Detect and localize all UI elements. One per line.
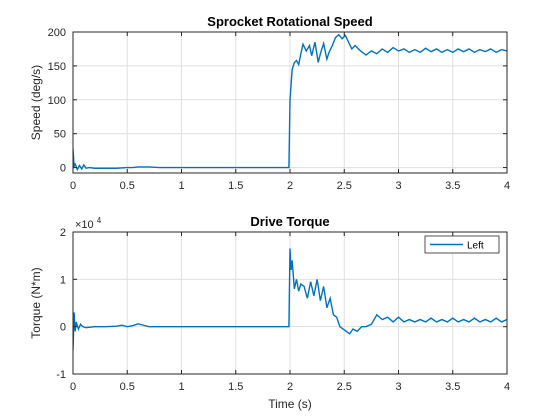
speed-ticks: 0 0.5 1 1.5 2 2.5 3 3.5 4 0 50 100 150 200 — [48, 27, 510, 192]
torque-legend: Left — [424, 235, 500, 254]
speed-x-tick-label: 0.5 — [120, 180, 135, 192]
torque-ticks: 0 0.5 1 1.5 2 2.5 3 3.5 4 -1 0 1 2 — [56, 227, 510, 393]
speed-x-tick-label: 2 — [287, 180, 293, 192]
speed-y-axis-label: Speed (deg/s) — [29, 65, 43, 140]
speed-y-tick-label: 100 — [48, 95, 66, 107]
torque-series — [73, 248, 507, 351]
torque-x-tick-label: 3 — [395, 381, 401, 393]
torque-x-tick-label: 0 — [70, 381, 76, 393]
speed-x-tick-label: 1.5 — [228, 180, 243, 192]
speed-y-tick-label: 0 — [60, 163, 66, 175]
speed-y-tick-label: 200 — [48, 27, 66, 39]
speed-series-line-0 — [73, 33, 507, 172]
legend-label-left: Left — [467, 241, 484, 252]
torque-y-tick-label: 1 — [60, 274, 66, 286]
torque-series-line-left — [73, 248, 507, 351]
torque-y-tick-label: 0 — [60, 322, 66, 334]
speed-y-tick-label: 50 — [54, 129, 66, 141]
torque-axes: 0 0.5 1 1.5 2 2.5 3 3.5 4 -1 0 1 2 Drive Torque Torq… — [29, 214, 510, 411]
speed-x-tick-label: 1 — [178, 180, 184, 192]
torque-chart-title: Drive Torque — [250, 214, 329, 229]
speed-axes: 0 0.5 1 1.5 2 2.5 3 3.5 4 0 50 100 150 200 Sprocket R… — [29, 14, 510, 192]
torque-x-tick-label: 2 — [287, 381, 293, 393]
torque-x-tick-label: 0.5 — [120, 381, 135, 393]
torque-x-tick-label: 4 — [504, 381, 510, 393]
torque-y-axis-label: Torque (N*m) — [29, 267, 43, 338]
speed-x-tick-label: 2.5 — [337, 180, 352, 192]
speed-x-tick-label: 4 — [504, 180, 510, 192]
torque-x-axis-label: Time (s) — [268, 397, 312, 411]
torque-y-tick-label: -1 — [56, 369, 66, 381]
speed-series — [73, 33, 507, 172]
torque-y-exponent-power: 4 — [97, 216, 102, 225]
torque-x-tick-label: 1 — [178, 381, 184, 393]
speed-chart-title: Sprocket Rotational Speed — [207, 14, 372, 29]
speed-x-tick-label: 3 — [395, 180, 401, 192]
speed-y-tick-label: 150 — [48, 61, 66, 73]
torque-y-exponent-base: ×10 — [75, 219, 94, 231]
speed-x-tick-label: 3.5 — [445, 180, 460, 192]
speed-x-tick-label: 0 — [70, 180, 76, 192]
torque-x-tick-label: 2.5 — [337, 381, 352, 393]
torque-y-exponent: ×10 4 — [75, 216, 102, 231]
torque-x-tick-label: 1.5 — [228, 381, 243, 393]
torque-x-tick-label: 3.5 — [445, 381, 460, 393]
torque-y-tick-label: 2 — [60, 227, 66, 239]
